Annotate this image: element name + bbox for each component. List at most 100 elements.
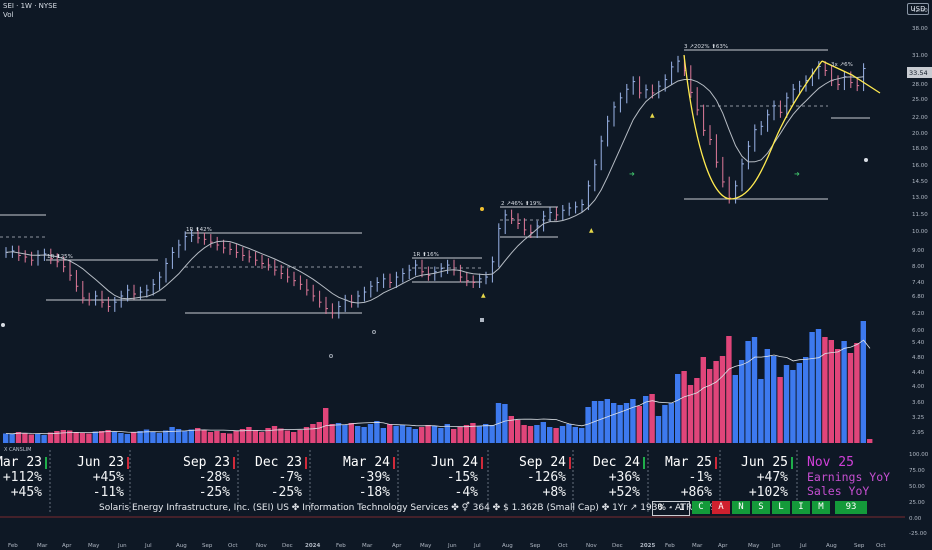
- volume-bar: [739, 360, 745, 443]
- time-tick-label: Apr: [62, 543, 72, 549]
- markers: ▲ ▲ ▲ ➜ ➜: [1, 112, 868, 358]
- base-annotation: 3x ↗6%: [831, 62, 853, 68]
- quarter-label: Jun 24: [431, 455, 478, 470]
- canslim-letter-a: A: [712, 501, 730, 514]
- sales-growth: -11%: [92, 485, 124, 500]
- quarter-flag: [127, 457, 129, 469]
- time-tick-label: May: [748, 543, 760, 549]
- price-tick-label: 31.00: [912, 53, 928, 59]
- canslim-letter-i: I: [792, 501, 810, 514]
- volume-bar: [515, 420, 521, 443]
- price-tick-label: 5.40: [912, 340, 925, 346]
- quarter-label: Mar 25: [665, 455, 712, 470]
- volume-bar: [783, 365, 790, 443]
- cup-pattern-line: [683, 54, 823, 200]
- price-tick-label: 7.40: [912, 280, 925, 286]
- marker-dot: [329, 354, 333, 358]
- marker-dot: [480, 207, 484, 211]
- score-box: 0 · 1: [652, 501, 690, 516]
- canslim-letter-c: C: [692, 501, 710, 514]
- price-bars: [5, 55, 866, 319]
- sales-growth: +52%: [608, 485, 640, 500]
- volume-bar: [675, 374, 681, 443]
- volume-bar: [527, 426, 534, 443]
- sales-growth: -18%: [358, 485, 390, 500]
- price-tick-label: 14.50: [912, 179, 928, 185]
- volume-bar: [239, 429, 246, 443]
- base-lines: [0, 49, 870, 314]
- sales-growth: +8%: [542, 485, 566, 500]
- quarter-label: Mar 24: [343, 455, 390, 470]
- rating-box: 93: [835, 501, 867, 514]
- volume-bar: [726, 336, 732, 443]
- volume-bar: [175, 429, 182, 443]
- quarter-column: Mar 23+112%+45%: [0, 455, 42, 500]
- base-annotation: 3 ↗202% ⬆63%: [684, 43, 728, 50]
- eps-growth: -7%: [278, 470, 302, 485]
- time-tick-label: Jul: [144, 543, 152, 549]
- time-tick-label: Sep: [854, 543, 865, 549]
- volume-bar: [156, 433, 162, 443]
- quarter-column: Jun 25 +47% +102%: [728, 455, 788, 500]
- volume-bar: [412, 429, 418, 443]
- canslim-letter-s: S: [752, 501, 770, 514]
- volume-bar: [451, 429, 457, 443]
- quarter-column: Mar 24 -39% -18%: [330, 455, 390, 500]
- volume-bar: [751, 337, 758, 443]
- volume-bar: [9, 434, 15, 443]
- price-tick-label: 22.00: [912, 115, 928, 121]
- volume-bar: [809, 332, 815, 443]
- volume-bar: [796, 363, 802, 443]
- time-tick-label: Jul: [473, 543, 481, 549]
- price-tick-label: 4.40: [912, 370, 925, 376]
- volume-bar: [681, 371, 687, 443]
- volume-bar: [28, 434, 34, 443]
- price-tick-label: 6.80: [912, 294, 925, 300]
- price-tick-label: 38.00: [912, 26, 928, 32]
- volume-bar: [278, 428, 284, 443]
- volume-bar: [367, 424, 374, 443]
- price-tick-label: 11.50: [912, 212, 928, 218]
- oscillator-tick-label: 100.00: [909, 452, 929, 458]
- volume-bar: [867, 439, 873, 443]
- eps-growth: +47%: [756, 470, 788, 485]
- quarter-flag: [715, 457, 717, 469]
- volume-bar: [86, 433, 92, 443]
- volume-bar: [764, 349, 770, 443]
- volume-bar: [143, 429, 150, 443]
- marker-dot: [1, 323, 5, 327]
- marker-dot: ▲: [589, 227, 594, 234]
- price-tag: [907, 67, 932, 78]
- volume-bar: [259, 432, 265, 443]
- price-tick-label: 16.00: [912, 163, 928, 169]
- volume-bar: [233, 430, 239, 443]
- volume-bar: [566, 424, 572, 443]
- volume-bar: [73, 432, 79, 443]
- volume-bar: [124, 434, 130, 443]
- currency-button[interactable]: USD: [907, 3, 929, 15]
- volume-bar: [182, 431, 188, 443]
- volume-bar: [348, 423, 354, 443]
- time-tick-label: Apr: [718, 543, 728, 549]
- sales-growth: -4%: [454, 485, 478, 500]
- volume-bar: [92, 431, 98, 443]
- volume-bar: [719, 356, 726, 443]
- quarter-column: Sep 23 -28% -25%: [170, 455, 230, 500]
- volume-bar: [137, 431, 143, 443]
- volume-bar: [118, 433, 124, 443]
- volume-bar: [195, 428, 201, 443]
- volume-bar: [835, 349, 841, 443]
- base-annotation: 1R ⬆42%: [186, 226, 212, 233]
- volume-bar: [470, 423, 476, 443]
- quarter-flag: [233, 457, 235, 469]
- volume-bar: [188, 429, 194, 443]
- arrow-marker: ➜: [629, 170, 635, 178]
- oscillator-tick-label: -25.00: [909, 531, 927, 537]
- volume-bar: [99, 431, 105, 443]
- volume-bar: [163, 430, 169, 443]
- price-tick-label: 18.00: [912, 146, 928, 152]
- company-info: Solaris Energy Infrastructure, Inc. (SEI…: [99, 503, 718, 513]
- volume-bar: [579, 428, 585, 443]
- volume-bar: [54, 431, 60, 443]
